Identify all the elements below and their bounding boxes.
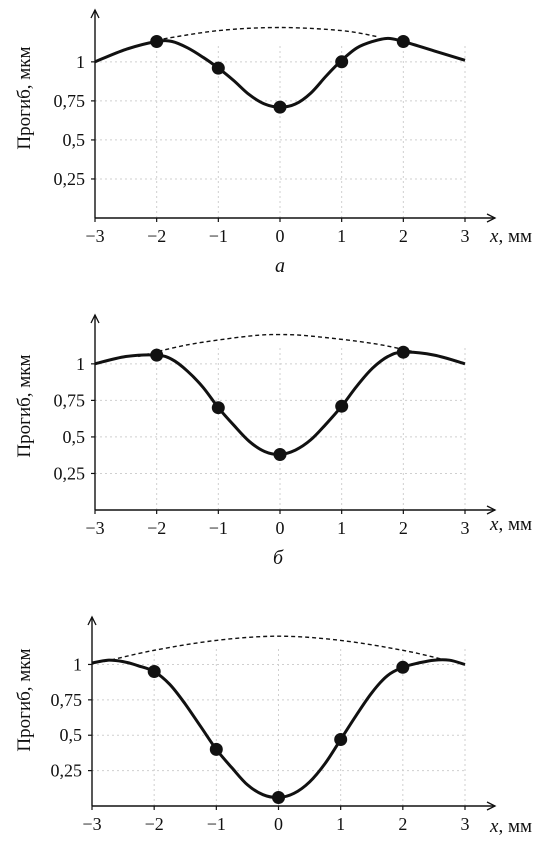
data-point-marker	[272, 791, 285, 804]
x-tick-label: −1	[209, 226, 228, 246]
y-tick-label: 0,5	[63, 130, 86, 150]
y-tick-label: 1	[76, 354, 85, 374]
x-axis-label: x, мм	[489, 816, 532, 837]
x-axis-arrow	[486, 505, 497, 515]
x-tick-label: 0	[276, 226, 285, 246]
x-tick-label: 0	[274, 814, 283, 834]
y-axis-arrow	[87, 615, 97, 626]
x-tick-label: −2	[147, 518, 166, 538]
y-tick-label: 1	[76, 52, 85, 72]
data-point-marker	[396, 35, 410, 48]
x-axis-arrow	[486, 213, 497, 223]
y-tick-label: 0,75	[54, 390, 86, 410]
x-tick-label: 1	[337, 518, 346, 538]
x-tick-label: 2	[398, 814, 407, 834]
panel-c: Прогиб, мкм −3 −2 −1 0 1 2 3 0,25 0,5 0,75 1 x, мм	[14, 615, 532, 837]
y-tick-label: 0,25	[54, 463, 86, 483]
data-point-marker	[335, 55, 349, 69]
x-tick-label: 2	[399, 226, 408, 246]
y-tick-label: 0,75	[54, 91, 86, 111]
panel-b: Прогиб, мкм −3 −2 −1 0 1 2 3 0,25 0,5 0,75 1 x, мм…	[14, 313, 532, 569]
y-axis-label: Прогиб, мкм	[14, 648, 35, 751]
x-tick-label: −2	[145, 814, 164, 834]
x-tick-label: 0	[276, 518, 285, 538]
envelope-curve-dashed	[138, 333, 416, 358]
x-tick-label: 3	[461, 814, 470, 834]
x-tick-label: −1	[209, 518, 228, 538]
x-tick-label: −1	[207, 814, 226, 834]
x-tick-label: 1	[336, 814, 345, 834]
panel-caption: б	[273, 547, 284, 569]
y-axis-label: Прогиб, мкм	[14, 354, 35, 457]
envelope-curve-dashed	[156, 26, 379, 41]
data-point-marker	[335, 399, 349, 413]
x-tick-label: 3	[461, 518, 470, 538]
data-point-marker	[150, 348, 164, 362]
x-tick-label: −2	[147, 226, 166, 246]
x-tick-label: −3	[85, 518, 104, 538]
x-tick-label: −3	[85, 226, 104, 246]
x-tick-label: 2	[399, 518, 408, 538]
data-point-marker	[396, 660, 410, 674]
x-axis-label: x, мм	[489, 514, 532, 535]
panel-caption: а	[275, 255, 285, 277]
x-axis-arrow	[486, 801, 497, 811]
y-axis-arrow	[90, 313, 100, 324]
panel-a: Прогиб, мкм −3 −2 −1 0 1 2 3 0,25 0,5 0,75 1 x, мм…	[14, 8, 532, 277]
x-tick-label: −3	[82, 814, 101, 834]
y-tick-label: 0,25	[51, 761, 83, 781]
envelope-curve-dashed	[104, 635, 447, 663]
data-point-marker	[211, 401, 225, 415]
y-tick-label: 1	[73, 654, 82, 674]
data-point-marker	[334, 733, 348, 746]
y-tick-label: 0,5	[63, 427, 86, 447]
y-tick-label: 0,5	[60, 725, 83, 745]
y-tick-label: 0,25	[54, 169, 86, 189]
y-tick-label: 0,75	[51, 690, 83, 710]
data-point-marker	[273, 448, 287, 461]
data-point-marker	[273, 100, 287, 114]
data-point-marker	[396, 345, 410, 359]
y-axis-label: Прогиб, мкм	[14, 46, 35, 149]
x-axis-label: x, мм	[489, 226, 532, 247]
y-axis-arrow	[90, 8, 100, 19]
data-point-marker	[211, 61, 225, 75]
data-point-marker	[209, 742, 223, 756]
data-point-marker	[147, 665, 161, 678]
x-tick-label: 3	[461, 226, 470, 246]
data-point-marker	[150, 35, 164, 48]
x-tick-label: 1	[337, 226, 346, 246]
